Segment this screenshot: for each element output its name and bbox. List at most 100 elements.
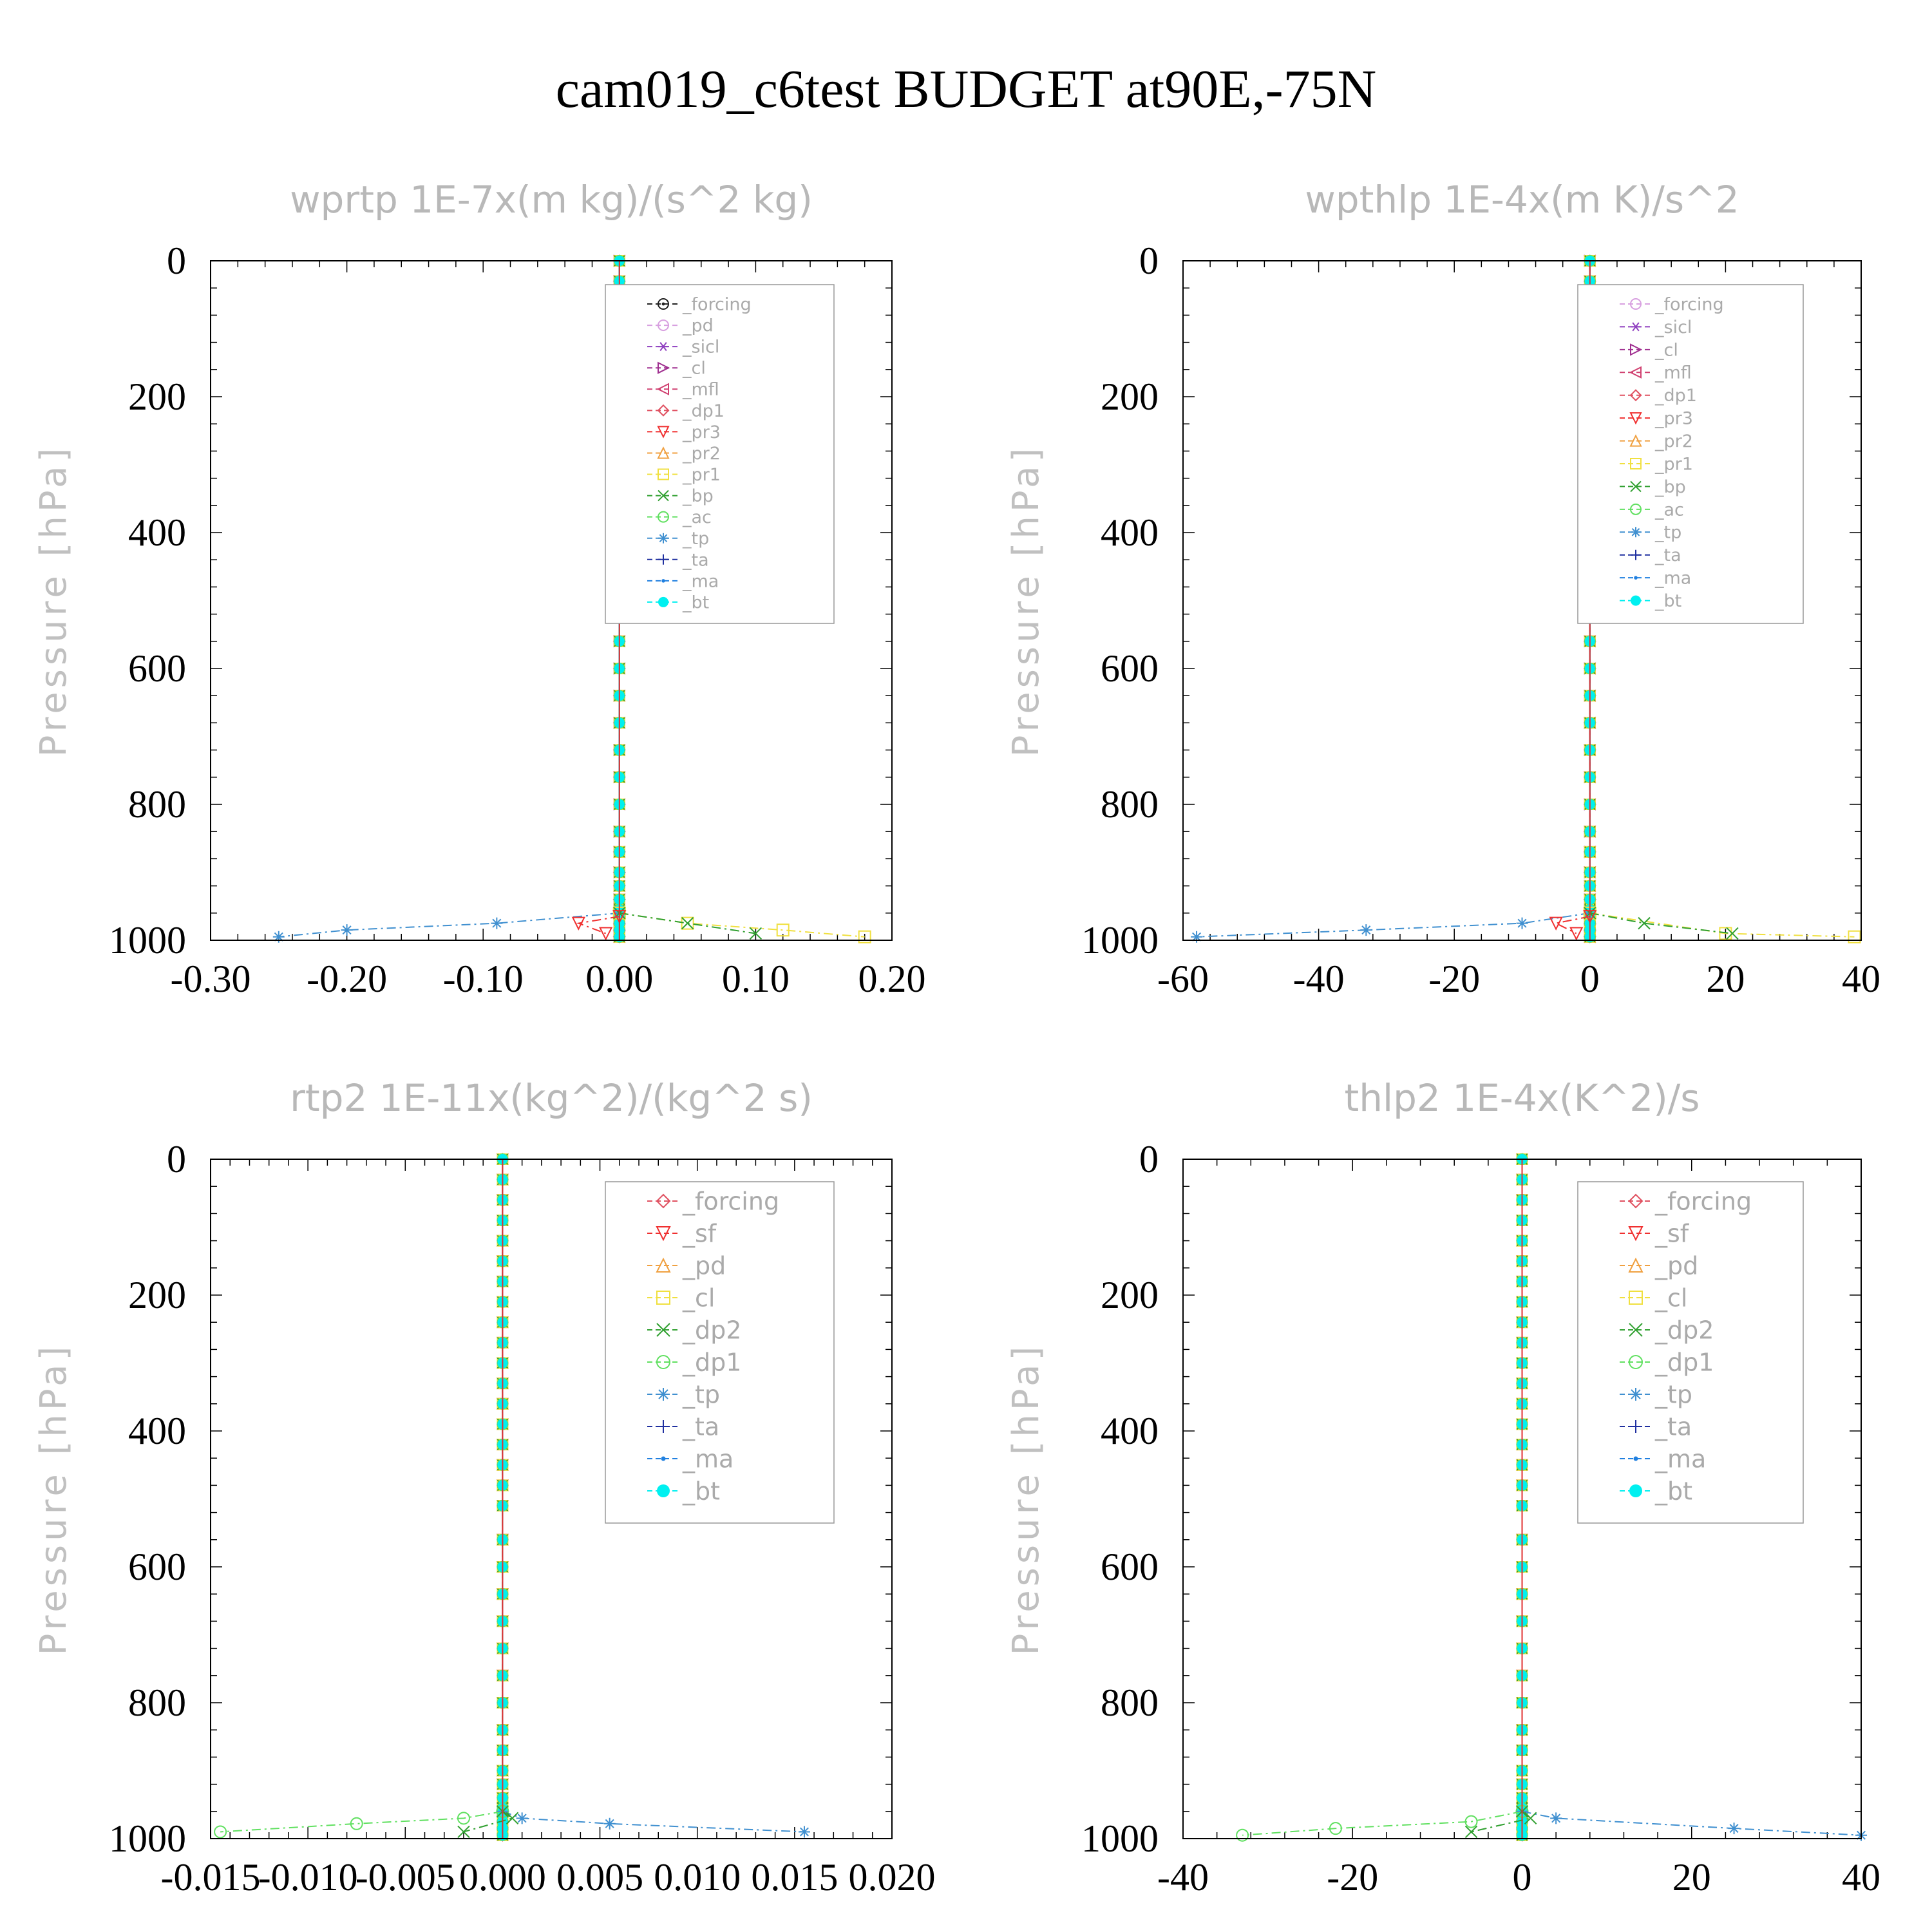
legend-item-sicl: _sicl [1620,317,1692,337]
page-title: cam019_c6test BUDGET at90E,-75N [555,59,1377,119]
excursion-dp2 [457,1805,519,1839]
excursion-bp [1584,907,1739,940]
legend-marker [658,361,670,374]
legend-item-cl: _cl [1620,340,1678,360]
legend-label: _bp [1654,477,1686,497]
x-tick-label: -0.30 [171,958,251,1000]
legend-item-forcing: _forcing [647,294,752,314]
excursion-line [1242,1810,1522,1836]
legend-marker [656,1257,671,1273]
y-axis-label: Pressure [hPa] [1005,1343,1047,1656]
legend-label: _tp [682,1380,720,1408]
x-tick-label: 0.20 [858,958,926,1000]
legend-item-dp1: _dp1 [1620,1348,1714,1376]
y-tick-label: 200 [128,375,186,418]
axis-ticks [1182,1159,1862,1839]
legend-item-cl: _cl [1620,1283,1687,1312]
legend-label: _mfl [682,380,719,400]
legend-marker [658,489,669,502]
data-point [1848,930,1861,943]
legend-label: _pr3 [682,422,721,442]
legend-label: _tp [682,529,709,549]
legend-label: _tp [1654,1380,1692,1408]
data-point [798,1826,810,1838]
legend-item-forcing: _forcing [1620,1187,1752,1215]
legend-label: _forcing [682,1187,779,1215]
legend-item-pr3: _pr3 [1620,409,1693,429]
data-point [214,1825,227,1839]
legend-label: _sf [682,1219,717,1247]
legend-item-bt: _bt [647,592,709,612]
data-point [603,1817,616,1830]
x-tick-label: -0.20 [307,958,387,1000]
legend-label: _pd [1654,1251,1698,1280]
legend-marker [657,426,670,439]
x-tick-label: -40 [1157,1856,1209,1899]
legend-marker [661,579,665,583]
legend-item-ma: _ma [1620,569,1691,589]
legend-label: _dp2 [682,1316,741,1344]
excursion-tp [272,907,625,943]
legend-marker [656,383,669,395]
legend-item-pd: _pd [647,1251,726,1280]
excursion-line [278,912,620,938]
legend-label: _pd [682,316,714,336]
data-point [681,916,694,930]
legend-marker [1630,480,1642,493]
legend-item-pr1: _pr1 [647,465,721,485]
legend-marker [658,342,668,352]
x-tick-label: -0.10 [443,958,524,1000]
y-tick-label: 600 [128,647,186,690]
legend-label: _forcing [1654,1187,1752,1215]
plot-frame [210,1159,893,1839]
legend-item-sf: _sf [647,1219,717,1247]
legend-marker [1630,343,1643,356]
data-point [1719,927,1732,940]
x-tick-label: -60 [1157,958,1209,1000]
legend: _forcing _sf _pd _cl _dp2 _dp1 _tp _ta _ma _bt [1577,1181,1804,1524]
y-tick-label: 200 [1101,375,1159,418]
legend-box [605,1181,835,1524]
y-tick-label: 1000 [1081,1817,1159,1860]
x-tick-label: -0.005 [355,1856,455,1899]
legend-marker [1629,1355,1643,1369]
chart-panel-4: thlp2 1E-4x(K^2)/s Pressure [hPa] -40 -20 0 2… [1005,1076,1880,1899]
y-tick-label: 0 [1139,240,1159,282]
legend-label: _ma [682,1444,734,1473]
legend-item-dp2: _dp2 [1620,1316,1714,1344]
data-point [1728,1823,1740,1835]
legend-label: _sicl [1654,317,1692,337]
y-tick-label: 600 [1101,1546,1159,1588]
legend-label: _tp [1654,523,1681,543]
legend-item-dp2: _dp2 [647,1316,741,1344]
legend-label: _cl [682,1283,715,1312]
legend-item-ma: _ma [1620,1444,1706,1473]
legend-item-cl: _cl [647,1283,715,1312]
chart-title: wpthlp 1E-4x(m K)/s^2 [1305,178,1739,222]
legend-item-ta: _ta [647,550,709,570]
data-point [1550,1812,1562,1824]
data-point [1569,927,1584,941]
plot-frame [210,260,893,941]
data-point [491,917,503,929]
legend-label: _forcing [682,294,752,314]
legend-marker [1628,1257,1643,1273]
legend-marker [661,1456,666,1461]
legend-label: _pr1 [1654,454,1693,474]
data-point [681,916,694,930]
data-point [272,931,285,943]
legend-label: _pr2 [1654,431,1693,451]
legend-item-bp: _bp [647,486,714,506]
legend-marker [1633,1456,1638,1461]
legend-marker [658,319,669,332]
x-tick-label: 40 [1842,1856,1880,1899]
axis-ticks [210,1159,893,1839]
legend-item-pr1: _pr1 [1620,454,1693,474]
y-tick-label: 600 [128,1546,186,1588]
data-point [350,1817,363,1830]
plot-frame [1182,1159,1862,1839]
x-tick-label: 0.10 [722,958,790,1000]
legend-item-sicl: _sicl [647,337,719,357]
legend-marker [1631,527,1641,538]
legend-item-pr2: _pr2 [647,444,721,464]
